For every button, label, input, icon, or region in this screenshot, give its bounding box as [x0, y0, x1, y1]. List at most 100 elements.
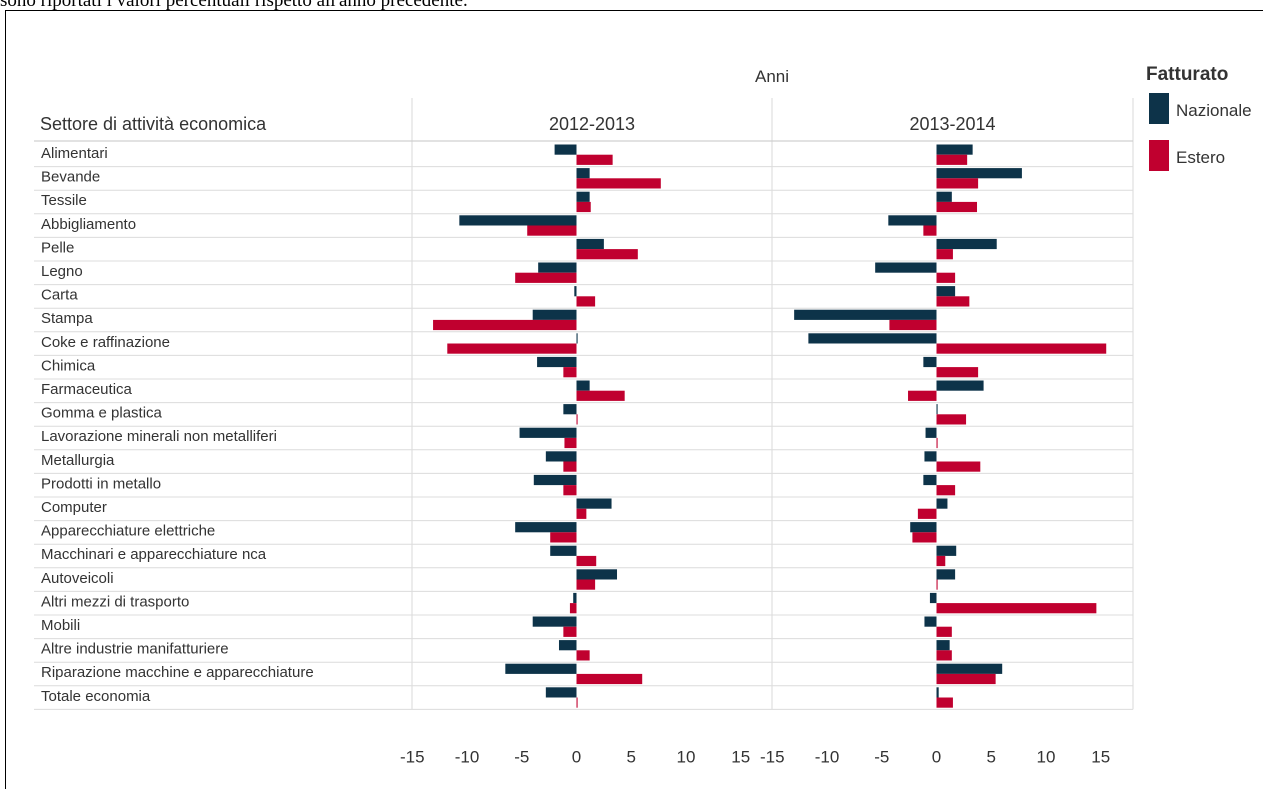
bar-2013-2014-nazionale-farmaceutica: [936, 380, 984, 391]
bar-2013-2014-nazionale-altri-mezzi-di-trasporto: [929, 592, 937, 604]
legend: Fatturato Nazionale Estero: [1146, 64, 1252, 171]
page-caption: sono riportati i valori percentuali risp…: [0, 0, 468, 11]
category-label-totale-economia: Totale economia: [41, 688, 151, 705]
bar-2013-2014-nazionale-totale-economia: [936, 687, 939, 698]
bar-2012-2013-estero-pelle: [576, 249, 638, 260]
bar-2012-2013-nazionale-altri-mezzi-di-trasporto: [573, 592, 577, 604]
bar-2012-2013-nazionale-alimentari: [554, 144, 577, 155]
category-label-autoveicoli: Autoveicoli: [41, 570, 114, 587]
category-label-carta: Carta: [41, 287, 78, 304]
bar-2013-2014-nazionale-lavorazione-minerali-non-metalliferi: [925, 427, 937, 438]
bar-2013-2014-estero-lavorazione-minerali-non-metalliferi: [936, 437, 938, 449]
x-tick-label: -10: [815, 747, 840, 766]
bar-2012-2013-nazionale-carta: [574, 286, 577, 297]
bar-2013-2014-estero-mobili: [936, 626, 952, 637]
bar-2012-2013-estero-altri-mezzi-di-trasporto: [569, 603, 577, 614]
bar-2013-2014-nazionale-coke-e-raffinazione: [808, 333, 937, 344]
bar-2013-2014-estero-altre-industrie-manifatturiere: [936, 650, 952, 661]
bar-2012-2013-estero-riparazione-macchine-e-apparecchiature: [576, 673, 643, 685]
bar-2012-2013-estero-legno: [515, 272, 577, 283]
bar-2012-2013-nazionale-metallurgia: [545, 451, 577, 462]
bar-2013-2014-nazionale-apparecchiature-elettriche: [910, 522, 937, 533]
bar-2013-2014-estero-pelle: [936, 249, 953, 260]
panel-2013-2014: 2013-2014 -15 -10 -5 0 5 10 15: [760, 114, 1110, 766]
bar-2012-2013-estero-abbigliamento: [527, 225, 577, 236]
bar-2013-2014-estero-coke-e-raffinazione: [936, 343, 1107, 354]
chart-frame: [5, 10, 1263, 789]
bar-2013-2014-estero-macchinari-e-apparecchiature-nca: [936, 555, 946, 567]
bar-2013-2014-nazionale-mobili: [924, 616, 937, 627]
category-label-lavorazione-minerali-non-metalliferi: Lavorazione minerali non metalliferi: [41, 428, 277, 445]
bar-2012-2013-nazionale-abbigliamento: [459, 215, 577, 226]
x-tick-label: -15: [760, 747, 785, 766]
bar-2012-2013-estero-stampa: [433, 319, 577, 331]
bar-2012-2013-nazionale-autoveicoli: [576, 569, 618, 580]
category-label-metallurgia: Metallurgia: [41, 452, 115, 469]
bar-2013-2014-nazionale-autoveicoli: [936, 569, 956, 580]
bar-2013-2014-nazionale-abbigliamento: [888, 215, 937, 226]
x-tick-label: -5: [514, 747, 529, 766]
bar-2013-2014-estero-gomma-e-plastica: [936, 414, 967, 425]
bar-2013-2014-estero-alimentari: [936, 154, 968, 165]
bar-2013-2014-estero-carta: [936, 296, 970, 307]
x-tick-label: -15: [400, 747, 425, 766]
legend-label-estero: Estero: [1176, 148, 1225, 167]
bar-2013-2014-estero-apparecchiature-elettriche: [912, 532, 937, 543]
bar-2013-2014-estero-metallurgia: [936, 461, 981, 472]
category-label-bevande: Bevande: [41, 169, 100, 186]
category-label-prodotti-in-metallo: Prodotti in metallo: [41, 475, 161, 492]
category-label-apparecchiature-elettriche: Apparecchiature elettriche: [41, 523, 215, 540]
bar-2012-2013-nazionale-riparazione-macchine-e-apparecchiature: [505, 663, 577, 674]
bar-2013-2014-estero-prodotti-in-metallo: [936, 485, 956, 496]
legend-title: Fatturato: [1146, 64, 1228, 85]
category-label-abbigliamento: Abbigliamento: [41, 216, 136, 233]
panel-title: 2013-2014: [909, 114, 995, 134]
x-tick-label: 5: [627, 747, 636, 766]
category-label-computer: Computer: [41, 499, 107, 516]
x-tick-label: 0: [932, 747, 941, 766]
category-label-farmaceutica: Farmaceutica: [41, 381, 133, 398]
bar-2013-2014-nazionale-macchinari-e-apparecchiature-nca: [936, 545, 957, 556]
bar-2012-2013-nazionale-computer: [576, 498, 612, 509]
bar-2012-2013-estero-altre-industrie-manifatturiere: [576, 650, 590, 661]
category-label-pelle: Pelle: [41, 239, 74, 256]
chart-panels: 2012-2013 -15 -10 -5 0 5 10 15 2013-2014 -15 -10 -5…: [400, 114, 1110, 766]
bar-2013-2014-estero-altri-mezzi-di-trasporto: [936, 603, 1097, 614]
bar-2012-2013-nazionale-gomma-e-plastica: [563, 404, 577, 415]
column-group-title: Anni: [755, 67, 789, 86]
category-label-altri-mezzi-di-trasporto: Altri mezzi di trasporto: [41, 593, 189, 610]
bar-2013-2014-nazionale-chimica: [923, 356, 937, 368]
bar-2013-2014-nazionale-prodotti-in-metallo: [923, 474, 937, 486]
bar-2012-2013-estero-gomma-e-plastica: [576, 414, 578, 425]
bar-2012-2013-estero-carta: [576, 296, 596, 307]
bar-2013-2014-estero-tessile: [936, 201, 978, 213]
category-label-legno: Legno: [41, 263, 83, 280]
category-label-riparazione-macchine-e-apparecchiature: Riparazione macchine e apparecchiature: [41, 664, 314, 681]
row-header: Settore di attività economica: [40, 114, 267, 134]
bar-2012-2013-nazionale-coke-e-raffinazione: [576, 333, 578, 344]
legend-label-nazionale: Nazionale: [1176, 101, 1252, 120]
category-label-alimentari: Alimentari: [41, 145, 108, 162]
x-tick-label: 10: [1037, 747, 1056, 766]
bar-2012-2013-nazionale-altre-industrie-manifatturiere: [558, 640, 577, 651]
bar-2012-2013-estero-lavorazione-minerali-non-metalliferi: [564, 437, 577, 449]
bar-2013-2014-nazionale-gomma-e-plastica: [936, 404, 938, 415]
bar-2013-2014-nazionale-metallurgia: [924, 451, 937, 462]
bar-2012-2013-estero-macchinari-e-apparecchiature-nca: [576, 555, 597, 567]
x-tick-label: 0: [572, 747, 581, 766]
category-label-stampa: Stampa: [41, 310, 93, 327]
x-tick-label: 15: [731, 747, 750, 766]
category-label-macchinari-e-apparecchiature-nca: Macchinari e apparecchiature nca: [41, 546, 267, 563]
bar-2013-2014-estero-autoveicoli: [936, 579, 938, 590]
category-label-altre-industrie-manifatturiere: Altre industrie manifatturiere: [41, 641, 229, 658]
bar-2012-2013-estero-chimica: [563, 367, 577, 378]
x-tick-label: 5: [987, 747, 996, 766]
bar-2012-2013-estero-autoveicoli: [576, 579, 596, 590]
x-tick-label: 15: [1091, 747, 1110, 766]
panel-2012-2013: 2012-2013 -15 -10 -5 0 5 10 15: [400, 114, 750, 766]
bar-2012-2013-estero-bevande: [576, 178, 661, 189]
bar-2012-2013-nazionale-macchinari-e-apparecchiature-nca: [550, 545, 577, 556]
bar-2013-2014-estero-chimica: [936, 367, 979, 378]
category-label-gomma-e-plastica: Gomma e plastica: [41, 405, 163, 422]
